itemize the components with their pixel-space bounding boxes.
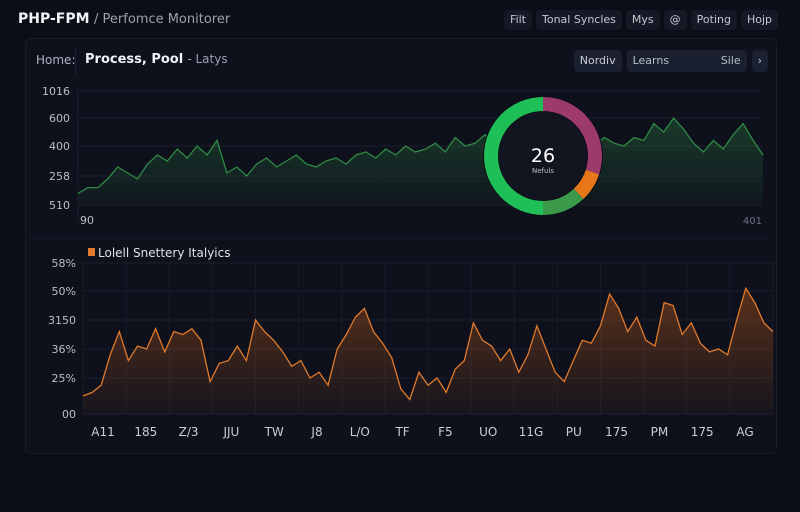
green-chart-y-tick-label: 510 [49,199,70,212]
breadcrumb: Process, Pool - Latys [85,52,228,67]
green-chart-area [78,118,763,205]
breadcrumb-home[interactable]: Home: [36,53,76,67]
app-subtitle: / Perfomce Monitorer [94,12,231,27]
orange-x-tick-label: L/O [350,425,370,439]
green-chart-y-tick-label: 600 [49,112,70,125]
donut-slice [543,97,602,175]
search-input[interactable]: Learns Sile [626,50,747,72]
green-chart-y-tick-label: 400 [49,140,70,153]
orange-x-tick-label: UO [479,425,497,439]
nordiv-button[interactable]: Nordiv [573,50,622,72]
green-chart-y-tick-label: 1016 [42,85,70,98]
donut-slice [484,97,543,215]
orange-x-tick-label: PM [651,425,669,439]
orange-chart-y-tick-label: 58% [52,257,76,270]
app-name: PHP-FPM [18,11,90,27]
at-circle-icon[interactable]: @ [663,10,687,30]
search-input-suffix: Sile [720,54,741,67]
nav-tonal-syncles[interactable]: Tonal Syncles [536,10,622,30]
orange-x-tick-label: F5 [438,425,453,439]
top-nav: Filt Tonal Syncles Mys @ Poting Hojp [504,10,778,30]
donut-slice [573,169,600,200]
orange-chart-area [83,288,773,414]
orange-x-tick-label: AG [736,425,753,439]
orange-chart-y-tick-label: 25% [52,372,76,385]
breadcrumb-current: Process, Pool [85,52,184,67]
orange-x-tick-label: PU [566,425,582,439]
breadcrumb-suffix: - Latys [187,52,228,66]
orange-chart-y-tick-label: 50% [52,285,76,298]
donut-center-label: Nefuls [532,167,554,175]
nav-help[interactable]: Hojp [740,10,778,30]
app-title: PHP-FPM / Perfomce Monitorer [18,11,230,27]
donut-hole [499,112,587,200]
orange-chart-y-tick-label: 36% [52,343,76,356]
green-x-tick-label: 90 [80,214,94,227]
orange-x-tick-label: 11G [519,425,544,439]
orange-x-tick-label: 175 [691,425,714,439]
nav-filter[interactable]: Filt [504,10,532,30]
orange-chart-y-tick-label: 3150 [48,314,76,327]
orange-chart-y-tick-label: 00 [62,408,76,421]
nav-poting[interactable]: Poting [690,10,737,30]
orange-x-tick-label: Z/3 [179,425,199,439]
legend-label: Lolell Snettery Italyics [98,246,230,260]
orange-x-tick-label: 175 [605,425,628,439]
green-chart-y-tick-label: 258 [49,170,70,183]
orange-x-tick-label: TF [394,425,409,439]
green-chart-series-line [77,116,764,194]
legend-swatch [88,248,95,256]
search-input-value: Learns [632,54,670,67]
orange-x-tick-label: TW [264,425,284,439]
orange-x-tick-label: 185 [134,425,157,439]
toolbar: Nordiv Learns Sile › [573,50,768,72]
orange-x-tick-label: JJU [222,425,239,439]
chevron-right-icon[interactable]: › [751,50,768,72]
orange-x-tick-label: J8 [310,425,322,439]
breadcrumb-divider [75,47,76,77]
nav-mys[interactable]: Mys [625,10,660,30]
donut-slice [543,188,584,215]
green-x-tick-label: 401 [743,216,762,227]
donut-center-value: 26 [531,145,555,167]
orange-x-tick-label: A11 [91,425,114,439]
